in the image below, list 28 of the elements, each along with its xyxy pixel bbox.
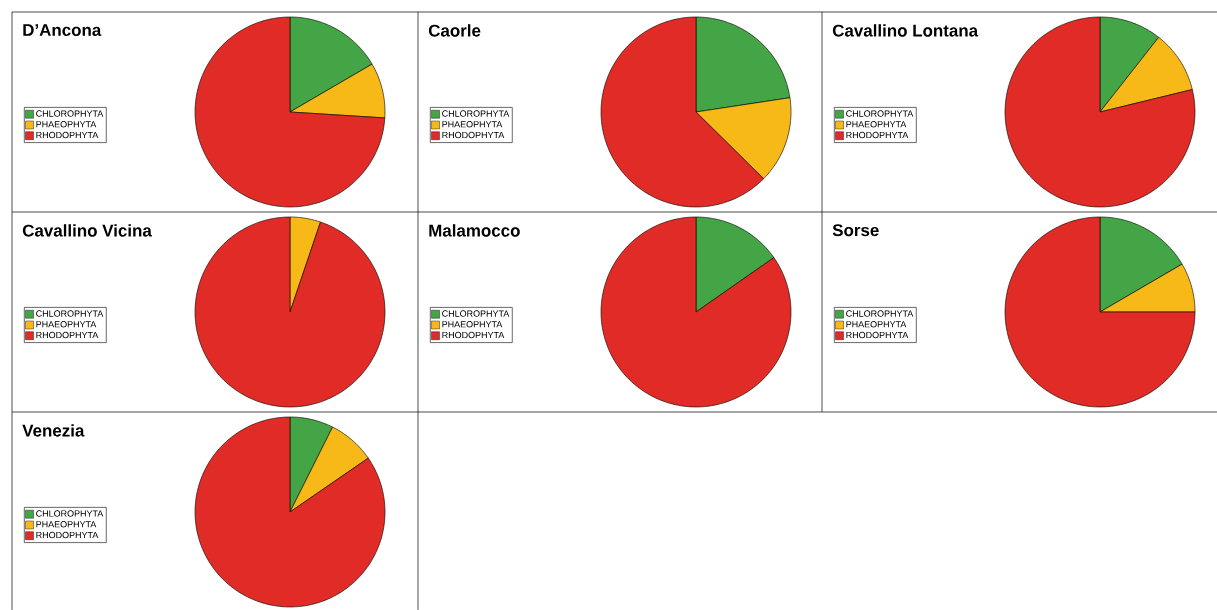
chart-title: Cavallino Vicina — [22, 224, 152, 237]
legend-label: PHAEOPHYTA — [36, 521, 97, 528]
legend-label: CHLOROPHYTA — [442, 310, 510, 317]
legend-label: PHAEOPHYTA — [442, 321, 503, 328]
legend-label: PHAEOPHYTA — [846, 321, 907, 328]
legend-label: PHAEOPHYTA — [442, 121, 503, 128]
legend-label: CHLOROPHYTA — [36, 510, 104, 517]
legend-label: RHODOPHYTA — [442, 131, 505, 139]
legend-label: RHODOPHYTA — [36, 531, 99, 539]
chart-title: Cavallino Lontana — [832, 24, 979, 37]
chart-title: Sorse — [832, 224, 879, 237]
legend-label: PHAEOPHYTA — [846, 121, 907, 128]
chart-title: Malamocco — [429, 224, 520, 237]
chart-title: D’Ancona — [23, 24, 102, 37]
legend-label: RHODOPHYTA — [846, 331, 909, 339]
legend-label: CHLOROPHYTA — [442, 110, 510, 117]
legend-label: CHLOROPHYTA — [846, 310, 914, 317]
chart-title: Venezia — [22, 424, 85, 437]
chart-title: Caorle — [428, 24, 481, 37]
legend-label: RHODOPHYTA — [36, 331, 99, 339]
legend-label: RHODOPHYTA — [846, 131, 909, 139]
legend-label: PHAEOPHYTA — [36, 121, 97, 128]
legend-label: RHODOPHYTA — [36, 131, 99, 139]
legend-label: CHLOROPHYTA — [36, 110, 104, 117]
legend-label: RHODOPHYTA — [442, 331, 505, 339]
legend-label: CHLOROPHYTA — [36, 310, 104, 317]
legend-label: CHLOROPHYTA — [846, 110, 914, 117]
legend-label: PHAEOPHYTA — [36, 321, 97, 328]
